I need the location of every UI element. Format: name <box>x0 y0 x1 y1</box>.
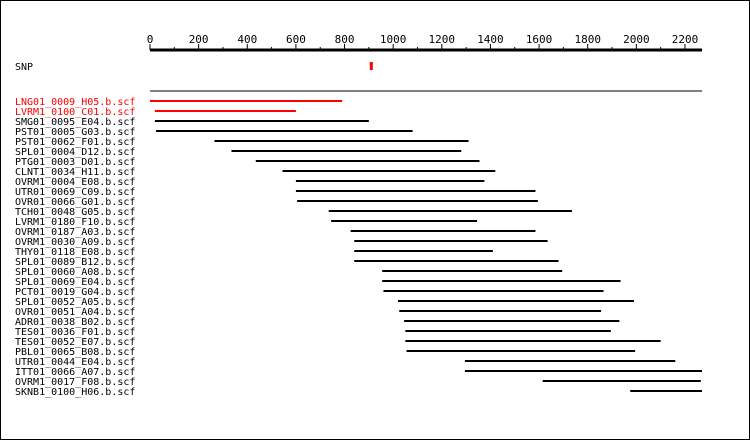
position-axis: 0 200 400 600 800 1000 1200 1400 1600 1800 2000 220… <box>147 33 702 52</box>
read-row: TCH01_0048_G05.b.scf <box>15 207 572 218</box>
read-row: TES01_0036_F01.b.scf <box>15 327 611 338</box>
read-name[interactable]: UTR01_0044_E04.b.scf <box>15 357 135 368</box>
axis-tick-label-1: 200 <box>189 33 209 46</box>
read-name[interactable]: OVR01_0066_G01.b.scf <box>15 197 135 208</box>
axis-tick-label-2: 400 <box>237 33 257 46</box>
read-name[interactable]: SKNB1_0100_H06.b.scf <box>15 387 135 398</box>
read-row: UTR01_0069_C09.b.scf <box>15 187 536 198</box>
axis-tick-label-10: 2000 <box>623 33 650 46</box>
read-name[interactable]: TES01_0052_E07.b.scf <box>15 337 135 348</box>
snp-label: SNP <box>15 62 33 73</box>
read-row: OVRM1_0004_E08.b.scf <box>15 177 485 188</box>
axis-tick-label-3: 600 <box>286 33 306 46</box>
snp-track: SNP <box>15 62 373 73</box>
read-row: PTG01_0003_D01.b.scf <box>15 157 480 168</box>
read-row: OVR01_0051_A04.b.scf <box>15 307 602 318</box>
read-row: SMG01_0095_E04.b.scf <box>15 117 369 128</box>
read-name[interactable]: LVRM1_0180_F10.b.scf <box>15 217 135 228</box>
read-name[interactable]: TCH01_0048_G05.b.scf <box>15 207 135 218</box>
read-row: SKNB1_0100_H06.b.scf <box>15 387 702 398</box>
read-name[interactable]: SPL01_0052_A05.b.scf <box>15 297 135 308</box>
axis-tick-label-4: 800 <box>335 33 355 46</box>
read-list: LNG01_0009_H05.b.scfLVRM1_0100_C01.b.scf… <box>15 97 702 398</box>
read-row: OVRM1_0030_A09.b.scf <box>15 237 548 248</box>
read-row: SPL01_0060_A08.b.scf <box>15 267 563 278</box>
read-name[interactable]: OVR01_0051_A04.b.scf <box>15 307 135 318</box>
read-row: SPL01_0069_E04.b.scf <box>15 277 621 288</box>
read-name[interactable]: PTG01_0003_D01.b.scf <box>15 157 135 168</box>
read-name[interactable]: OVRM1_0187_A03.b.scf <box>15 227 135 238</box>
axis-tick-label-5: 1000 <box>380 33 407 46</box>
read-row: ITT01_0066_A07.b.scf <box>15 367 702 378</box>
axis-tick-label-11: 2200 <box>672 33 699 46</box>
read-name[interactable]: CLNT1_0034_H11.b.scf <box>15 167 135 178</box>
read-row: LNG01_0009_H05.b.scf <box>15 97 343 108</box>
axis-tick-label-7: 1400 <box>477 33 504 46</box>
read-name[interactable]: OVRM1_0030_A09.b.scf <box>15 237 135 248</box>
read-name[interactable]: TES01_0036_F01.b.scf <box>15 327 135 338</box>
read-name[interactable]: PCT01_0019_G04.b.scf <box>15 287 135 298</box>
read-row: OVRM1_0187_A03.b.scf <box>15 227 536 238</box>
read-row: PCT01_0019_G04.b.scf <box>15 287 604 298</box>
read-name[interactable]: OVRM1_0004_E08.b.scf <box>15 177 135 188</box>
read-row: SPL01_0004_D12.b.scf <box>15 147 462 158</box>
read-row: THY01_0118_E08.b.scf <box>15 247 493 258</box>
read-name[interactable]: UTR01_0069_C09.b.scf <box>15 187 135 198</box>
read-name[interactable]: ADR01_0038_B02.b.scf <box>15 317 135 328</box>
read-row: SPL01_0089_B12.b.scf <box>15 257 559 268</box>
read-row: ADR01_0038_B02.b.scf <box>15 317 620 328</box>
read-name[interactable]: SPL01_0004_D12.b.scf <box>15 147 135 158</box>
read-row: SPL01_0052_A05.b.scf <box>15 297 634 308</box>
read-name[interactable]: LVRM1_0100_C01.b.scf <box>15 107 135 118</box>
read-name[interactable]: SPL01_0060_A08.b.scf <box>15 267 135 278</box>
read-name[interactable]: SPL01_0089_B12.b.scf <box>15 257 135 268</box>
read-name[interactable]: SPL01_0069_E04.b.scf <box>15 277 135 288</box>
axis-tick-label-0: 0 <box>147 33 154 46</box>
read-row: CLNT1_0034_H11.b.scf <box>15 167 496 178</box>
read-row: PST01_0005_G03.b.scf <box>15 127 413 138</box>
read-name[interactable]: LNG01_0009_H05.b.scf <box>15 97 135 108</box>
read-row: OVR01_0066_G01.b.scf <box>15 197 538 208</box>
axis-tick-label-8: 1600 <box>526 33 553 46</box>
read-row: TES01_0052_E07.b.scf <box>15 337 661 348</box>
snp-marker <box>369 62 373 70</box>
read-row: LVRM1_0100_C01.b.scf <box>15 107 296 118</box>
read-row: LVRM1_0180_F10.b.scf <box>15 217 478 228</box>
axis-tick-label-6: 1200 <box>429 33 456 46</box>
read-row: UTR01_0044_E04.b.scf <box>15 357 676 368</box>
read-row: PST01_0062_F01.b.scf <box>15 137 469 148</box>
read-row: PBL01_0065_B08.b.scf <box>15 347 636 358</box>
read-name[interactable]: ITT01_0066_A07.b.scf <box>15 367 135 378</box>
read-name[interactable]: PBL01_0065_B08.b.scf <box>15 347 135 358</box>
read-name[interactable]: PST01_0062_F01.b.scf <box>15 137 135 148</box>
read-name[interactable]: OVRM1_0017_F08.b.scf <box>15 377 135 388</box>
read-name[interactable]: THY01_0118_E08.b.scf <box>15 247 135 258</box>
read-name[interactable]: SMG01_0095_E04.b.scf <box>15 117 135 128</box>
axis-tick-label-9: 1800 <box>574 33 601 46</box>
read-name[interactable]: PST01_0005_G03.b.scf <box>15 127 135 138</box>
read-row: OVRM1_0017_F08.b.scf <box>15 377 701 388</box>
